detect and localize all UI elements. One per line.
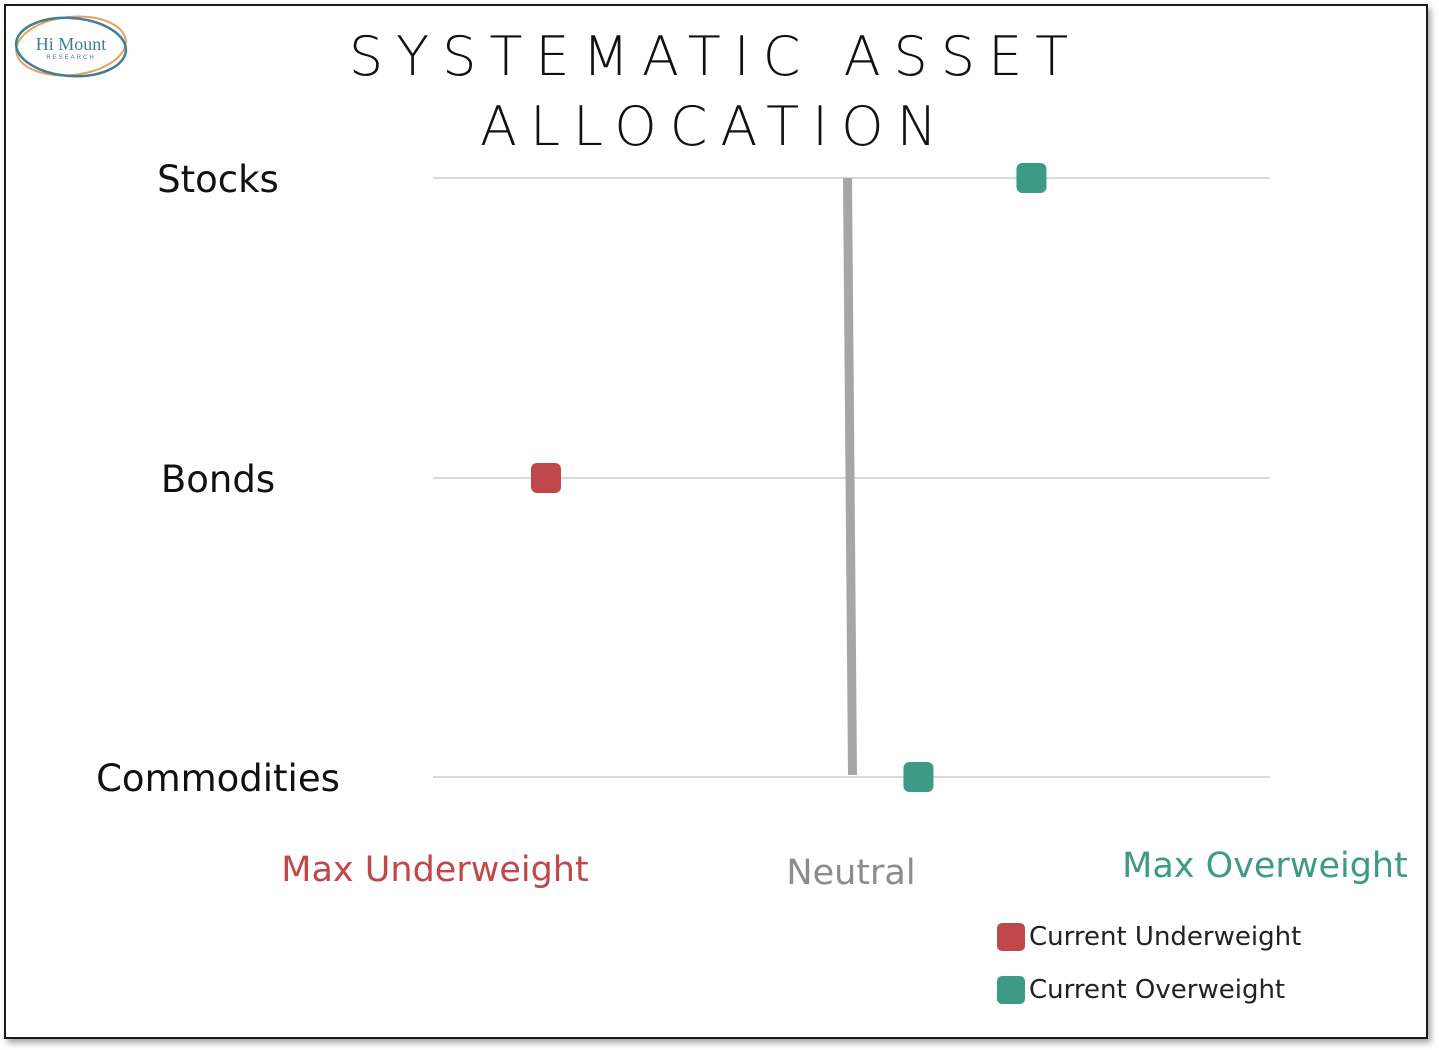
logo-name: Hi Mount [35, 34, 107, 54]
chart-legend: Current Underweight Current Overweight [997, 918, 1301, 1024]
legend-swatch-current-overweight [997, 976, 1025, 1004]
chart-title-line-2: ALLOCATION [480, 95, 950, 158]
legend-item-current-overweight: Current Overweight [997, 971, 1301, 1009]
chart-frame [4, 4, 1428, 1039]
marker-commodities [903, 762, 934, 792]
legend-label-current-underweight: Current Underweight [1029, 922, 1302, 952]
category-label-commodities: Commodities [96, 757, 340, 800]
legend-swatch-current-underweight [997, 923, 1025, 951]
label-neutral: Neutral [786, 853, 915, 893]
legend-item-current-underweight: Current Underweight [997, 918, 1301, 956]
legend-label-current-overweight: Current Overweight [1029, 975, 1286, 1005]
neutral-line [843, 177, 857, 776]
logo-ellipse-icon [14, 15, 128, 78]
marker-stocks [1016, 163, 1047, 193]
brand-logo: Hi Mount RESEARCH [12, 12, 130, 82]
label-max-underweight: Max Underweight [281, 850, 588, 890]
category-label-stocks: Stocks [157, 158, 279, 201]
label-max-overweight: Max Overweight [1122, 846, 1408, 886]
logo-subtitle: RESEARCH [46, 55, 96, 61]
chart-title-line-1: SYSTEMATIC ASSET [348, 25, 1082, 88]
marker-bonds [530, 463, 561, 493]
chart-title: SYSTEMATIC ASSET ALLOCATION [300, 22, 1130, 162]
category-label-bonds: Bonds [161, 458, 275, 501]
